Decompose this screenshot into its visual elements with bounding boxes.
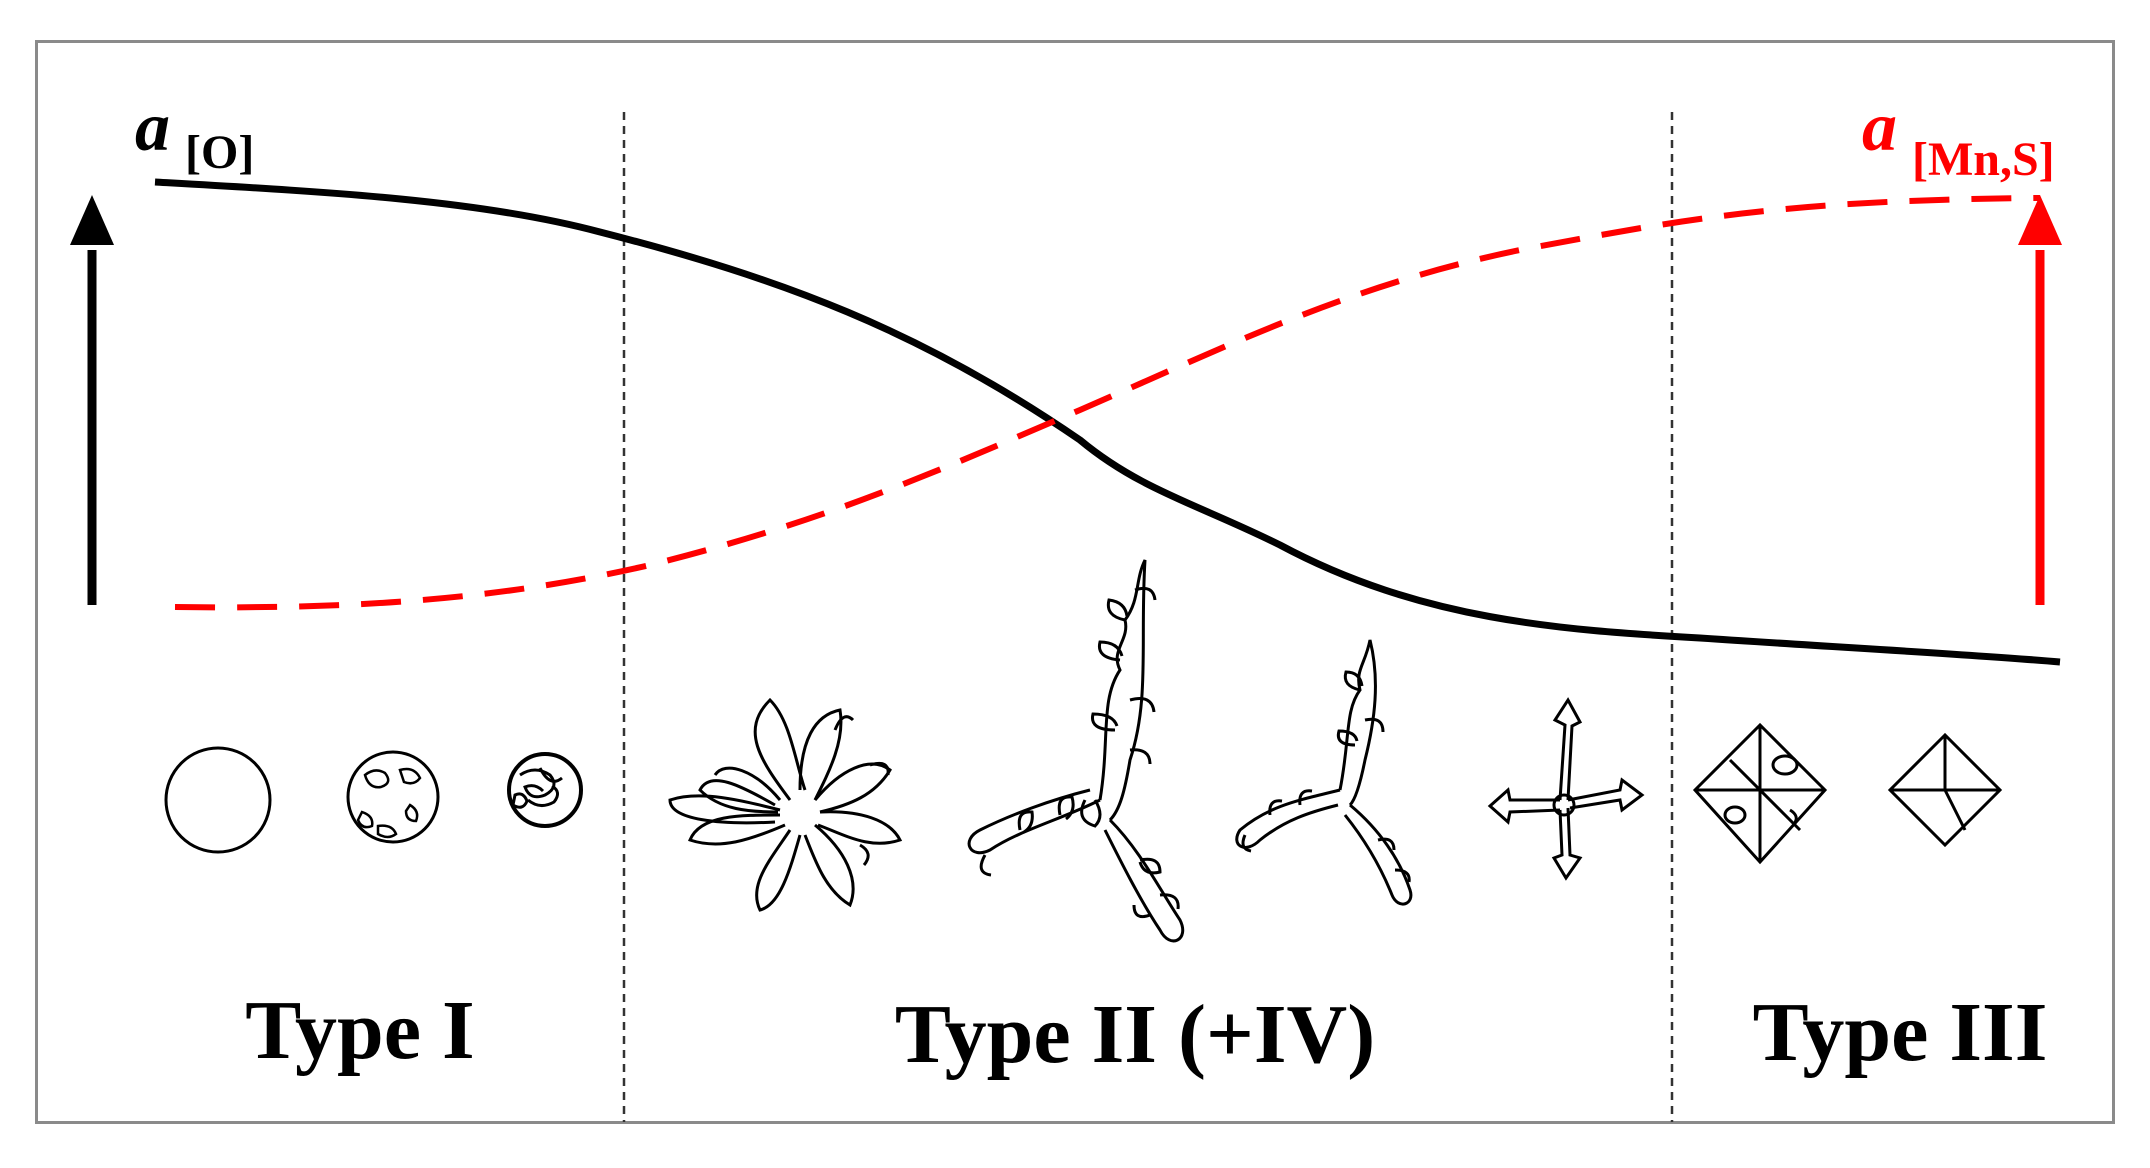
- inclusion-circle-icon: [164, 746, 272, 854]
- region-label-type1: Type I: [245, 984, 474, 1077]
- region-label-type2: Type II (+IV): [895, 988, 1375, 1081]
- inclusion-globular-spotted-icon: [346, 750, 440, 844]
- region-label-type3: Type III: [1753, 986, 2048, 1079]
- oxygen-activity-arrow: [70, 195, 114, 605]
- oxygen-activity-curve: [154, 178, 2061, 666]
- mns-activity-arrow: [2018, 195, 2062, 605]
- inclusion-fan-dendrite-icon: [668, 697, 903, 912]
- oxygen-activity-subscript: [O]: [185, 126, 254, 179]
- inclusion-branched-dendrite-large-icon: [967, 559, 1185, 943]
- mns-activity-curve: [174, 195, 2041, 611]
- mns-activity-subscript: [Mn,S]: [1912, 133, 2055, 186]
- mns-activity-symbol: a: [1862, 89, 1897, 166]
- inclusion-globular-dense-icon: [507, 752, 583, 828]
- inclusion-cross-dendrite-icon: [1487, 697, 1645, 881]
- inclusion-branched-dendrite-medium-icon: [1235, 639, 1413, 906]
- diagram-frame: [35, 40, 2115, 1124]
- inclusion-octahedron-icon: [1887, 732, 2003, 848]
- inclusion-octahedron-spotted-icon: [1692, 722, 1828, 865]
- oxygen-activity-symbol: a: [135, 89, 170, 166]
